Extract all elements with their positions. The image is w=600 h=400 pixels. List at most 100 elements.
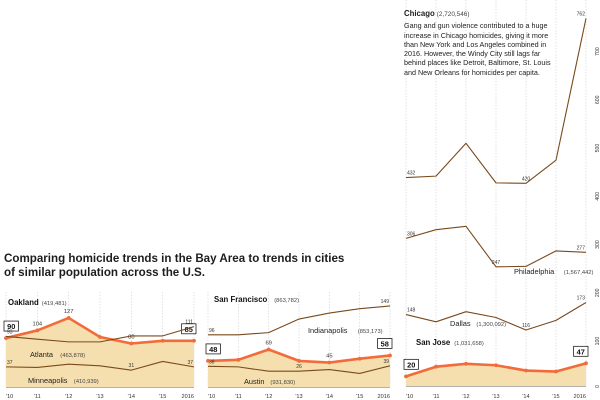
san-jose-point	[524, 368, 528, 373]
oakland-data-label: 80	[128, 335, 134, 341]
san-francisco-x-tick-label: '11	[235, 394, 242, 400]
san-francisco-x-tick-label: '14	[326, 394, 333, 400]
san-jose-data-label: 20	[407, 360, 415, 369]
minneapolis-series-name: Minneapolis	[28, 376, 68, 385]
oakland-point	[98, 335, 102, 339]
san-jose-x-tick-label: '11	[433, 394, 440, 400]
minneapolis-line	[5, 360, 195, 371]
chicago-data-label: 420	[522, 176, 531, 182]
san-francisco-point	[327, 360, 332, 365]
oakland-point	[129, 341, 134, 346]
san-francisco-data-label: 48	[209, 345, 217, 354]
chicago-note-text: Gang and gun violence contributed to a h…	[404, 21, 551, 77]
minneapolis-series-population: (410,939)	[74, 379, 99, 385]
oakland-point	[35, 328, 40, 333]
san-jose-y-tick-label: 600	[595, 95, 600, 104]
oakland-x-tick-label: '14	[128, 394, 135, 400]
san-francisco-data-label: 58	[381, 339, 389, 348]
san-jose-x-tick-label: '14	[522, 394, 529, 400]
san-jose-panel-title: San Jose	[416, 338, 451, 347]
san-francisco-point	[206, 359, 210, 363]
austin-series-name: Austin	[244, 377, 265, 386]
san-francisco-label-box	[205, 343, 221, 355]
san-jose-y-tick-label: 100	[595, 337, 600, 346]
san-francisco-x-tick-label: '12	[265, 394, 272, 400]
san-jose-panel-population: (1,031,658)	[454, 341, 484, 347]
headline: Comparing homicide trends in the Bay Are…	[4, 252, 345, 279]
san-francisco-point	[297, 359, 301, 363]
dallas-data-label: 148	[407, 308, 416, 314]
chicago-annotation: Chicago (2,720,546) Gang and gun violenc…	[404, 9, 552, 77]
chicago-note-city: Chicago	[404, 9, 435, 18]
san-francisco-x-tick-label: 2016	[378, 394, 390, 400]
san-jose-y-tick-label: 700	[595, 47, 600, 56]
san-francisco-data-label: 45	[326, 354, 332, 360]
san-jose-data-label: 47	[577, 347, 585, 356]
san-francisco-x-tick-label: '10	[208, 394, 215, 400]
san-jose-y-tick-label: 300	[595, 240, 600, 249]
san-jose-point	[464, 361, 468, 366]
san-jose-x-tick-label: '12	[462, 394, 469, 400]
austin-series-population: (931,830)	[270, 380, 295, 386]
san-jose-x-tick-label: 2016	[574, 394, 586, 400]
oakland-x-tick-label: '12	[65, 394, 72, 400]
san-jose-point	[404, 374, 408, 379]
chicago-data-label: 432	[407, 171, 416, 177]
san-francisco-point	[236, 357, 241, 362]
san-francisco-panel-title: San Francisco	[214, 295, 268, 304]
minneapolis-data-label: 37	[7, 360, 13, 366]
san-jose-point	[434, 364, 438, 369]
san-francisco-point	[266, 347, 271, 352]
chicago-note-population: (2,720,546)	[436, 11, 470, 18]
atlanta-data-label: 111	[185, 320, 193, 326]
san-francisco-x-tick-label: '13	[295, 394, 302, 400]
san-jose-point	[494, 363, 498, 368]
philadelphia-data-label: 247	[492, 260, 501, 266]
oakland-point	[160, 338, 165, 343]
oakland-x-tick-label: '11	[34, 394, 41, 400]
philadelphia-series-population: (1,567,442)	[564, 270, 594, 276]
oakland-x-tick-label: '10	[6, 394, 13, 400]
san-jose-point	[554, 369, 558, 374]
oakland-label-box	[181, 323, 197, 335]
dallas-series-name: Dallas	[450, 319, 471, 328]
san-jose-y-tick-label: 400	[595, 192, 600, 201]
austin-data-label: 39	[383, 359, 389, 365]
philadelphia-line	[405, 225, 587, 268]
oakland-point	[4, 336, 8, 340]
indianapolis-series-name: Indianapolis	[308, 326, 348, 335]
austin-data-label: 38	[209, 359, 215, 365]
indianapolis-line	[208, 305, 391, 336]
dallas-data-label: 116	[522, 323, 530, 329]
indianapolis-series-population: (853,173)	[358, 329, 383, 335]
atlanta-series-population: (463,878)	[60, 353, 85, 359]
oakland-point	[66, 316, 71, 320]
indianapolis-data-label: 149	[381, 299, 390, 305]
austin-data-label: 26	[296, 364, 302, 370]
minneapolis-data-label: 37	[187, 360, 193, 366]
chicago-line	[405, 18, 587, 184]
chicago-data-label: 762	[577, 11, 586, 17]
oakland-point	[192, 338, 196, 343]
philadelphia-data-label: 306	[407, 231, 416, 237]
san-jose-label-box	[403, 358, 419, 370]
san-jose-y-tick-label: 200	[595, 288, 600, 297]
atlanta-series-name: Atlanta	[30, 350, 54, 359]
oakland-data-label: 90	[7, 322, 15, 331]
oakland-data-label: 85	[185, 325, 193, 334]
san-jose-y-tick-label: 500	[595, 144, 600, 153]
san-francisco-point	[357, 356, 362, 361]
oakland-x-tick-label: '15	[159, 394, 166, 400]
san-jose-y-tick-label: 0	[595, 385, 600, 388]
oakland-x-tick-label: 2016	[182, 394, 194, 400]
oakland-data-label: 104	[32, 321, 42, 327]
indianapolis-data-label: 96	[209, 328, 215, 334]
oakland-panel-title: Oakland	[8, 298, 39, 307]
san-jose-x-tick-label: '15	[552, 394, 559, 400]
austin-line	[207, 365, 391, 374]
philadelphia-data-label: 277	[577, 245, 586, 251]
san-jose-x-tick-label: '13	[492, 394, 499, 400]
dallas-data-label: 173	[577, 296, 586, 302]
dallas-line	[405, 302, 587, 331]
